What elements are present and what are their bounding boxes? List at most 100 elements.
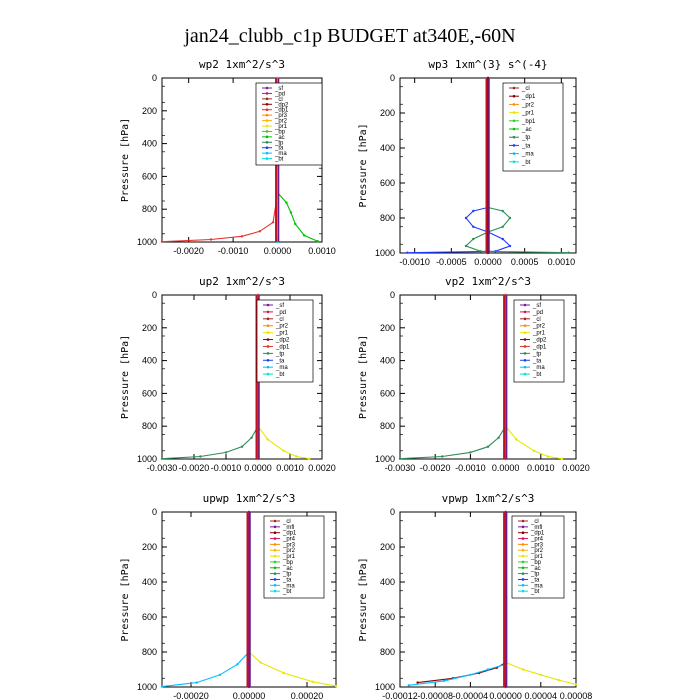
y-axis-label: Pressure [hPa]: [120, 118, 131, 202]
legend-entry: _bt: [282, 589, 292, 595]
legend: _sf_pd_cl_pr2_pr1_dp2_dp1_tp_ta_ma_bt: [513, 299, 565, 383]
y-tick-label: 400: [380, 356, 395, 366]
legend-entry: _bp: [282, 560, 294, 566]
series-point: [195, 681, 198, 684]
y-tick-label: 200: [380, 323, 395, 333]
legend-marker: [273, 566, 277, 570]
legend-entry: _cl: [521, 86, 530, 92]
legend-marker: [512, 144, 516, 147]
y-tick-label: 0: [390, 290, 395, 300]
legend-marker: [266, 365, 270, 369]
y-tick-label: 0: [390, 507, 395, 517]
legend-marker: [512, 86, 516, 90]
y-tick-label: 200: [142, 106, 157, 116]
y-tick-label: 200: [142, 542, 157, 552]
series-point: [199, 455, 202, 458]
series-point: [308, 457, 311, 460]
legend-marker: [523, 338, 527, 341]
legend-marker: [265, 113, 269, 117]
legend-entry: _cl: [532, 317, 541, 323]
legend-marker: [521, 554, 525, 558]
series-point: [469, 673, 472, 676]
legend-marker: [265, 92, 269, 95]
plot-frame: [161, 294, 323, 460]
legend-entry: _pr1: [282, 554, 296, 560]
x-tick-label: 0.0020: [562, 463, 590, 473]
y-tick-label: 1000: [137, 237, 157, 247]
y-tick-label: 200: [142, 323, 157, 333]
panel-title: upwp 1xm^2/s^3: [203, 492, 296, 505]
figure-title: jan24_clubb_c1p BUDGET at340E,-60N: [183, 25, 515, 47]
legend-marker: [512, 127, 516, 131]
legend-marker: [523, 345, 527, 348]
legend-marker: [523, 365, 527, 369]
x-tick-label: -0.00004: [453, 691, 489, 700]
x-tick-label: -0.00008: [417, 691, 453, 700]
legend-entry: _pd: [275, 310, 286, 316]
legend-marker: [521, 584, 525, 587]
series-point: [209, 238, 213, 241]
x-tick-label: 0.0010: [527, 463, 555, 473]
series-point: [407, 684, 410, 687]
y-tick-label: 400: [380, 143, 395, 153]
legend-marker: [266, 372, 270, 376]
series-point: [441, 455, 444, 458]
legend-marker: [512, 135, 516, 139]
legend-entry: _mfl: [282, 525, 294, 531]
legend-marker: [265, 151, 269, 155]
y-tick-label: 0: [390, 73, 395, 83]
legend-entry: _cl: [275, 317, 284, 323]
legend-marker: [266, 331, 270, 334]
x-tick-label: -0.0010: [218, 246, 249, 256]
y-tick-label: 600: [380, 388, 395, 398]
legend-marker: [521, 525, 525, 529]
y-tick-label: 600: [142, 612, 157, 622]
legend-marker: [273, 554, 277, 558]
x-tick-label: -0.0020: [179, 463, 210, 473]
legend-entry: _bp: [274, 129, 286, 135]
series-point: [160, 240, 164, 243]
series-point: [295, 455, 298, 458]
y-tick-label: 800: [142, 421, 157, 431]
legend-marker: [265, 102, 269, 106]
legend-entry: _pr2: [530, 548, 544, 554]
series-point: [160, 685, 164, 688]
legend-marker: [523, 331, 527, 334]
panel-1: wp2 1xm^2/s^3 Pressure [hPa] 0 200 400 600 800…: [120, 58, 336, 256]
legend-entry: _bt: [532, 372, 542, 378]
y-tick-label: 0: [152, 290, 157, 300]
legend-marker: [273, 543, 277, 546]
legend-marker: [266, 345, 270, 348]
y-axis-label: Pressure [hPa]: [358, 335, 369, 419]
legend-box: [502, 82, 564, 172]
legend-entry: _pr2: [275, 324, 289, 330]
x-tick-label: 0.00008: [560, 691, 593, 700]
legend-marker: [273, 531, 277, 534]
legend-box: [263, 515, 325, 599]
legend-marker: [521, 543, 525, 546]
legend-entry: _tp: [275, 351, 285, 357]
y-axis-label: Pressure [hPa]: [120, 335, 131, 419]
series-point: [316, 240, 319, 243]
legend-box: [255, 82, 323, 166]
x-tick-label: 0.0020: [308, 463, 336, 473]
legend-marker: [523, 352, 527, 355]
legend-entry: _cl: [282, 519, 291, 525]
legend: _cl_mfl_dp1_pr4_pr3_pr2_pr1_bp_ac_tp_ta_…: [511, 515, 565, 599]
legend-marker: [273, 519, 277, 523]
legend-entry: _ma: [530, 583, 543, 589]
series-line-tp: [161, 295, 259, 460]
legend-marker: [523, 310, 527, 314]
y-tick-label: 1000: [137, 682, 157, 692]
legend-entry: _dp1: [275, 344, 290, 350]
legend-entry: _ma: [274, 151, 287, 157]
legend-marker: [523, 358, 527, 362]
series-point: [501, 209, 504, 213]
legend-marker: [265, 124, 269, 128]
legend-entry: _tp: [274, 140, 284, 146]
series-point: [160, 457, 164, 460]
panel-5: upwp 1xm^2/s^3 Pressure [hPa] 0 200 400 600 80…: [120, 492, 338, 700]
legend-marker: [266, 324, 270, 328]
legend-entry: _bt: [274, 157, 284, 163]
y-tick-label: 800: [380, 421, 395, 431]
